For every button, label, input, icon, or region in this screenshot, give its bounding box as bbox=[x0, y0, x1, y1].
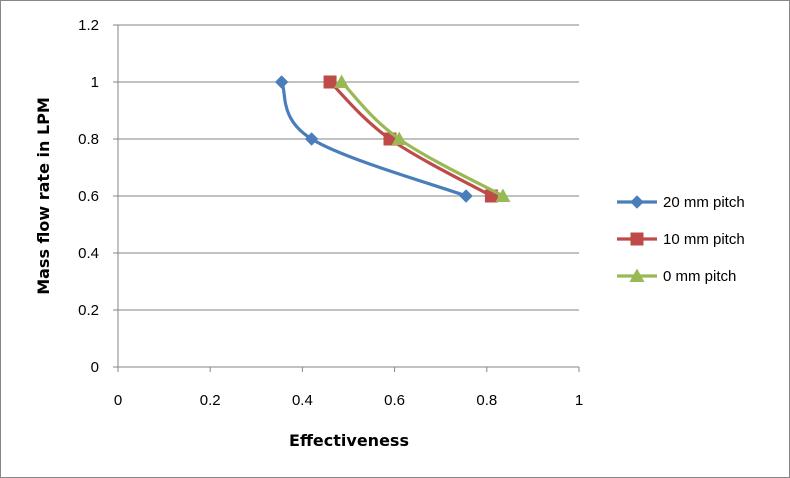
data-point-0-0 bbox=[274, 75, 289, 89]
data-point-1-0 bbox=[323, 75, 337, 89]
series-2 bbox=[334, 74, 511, 202]
y-axis-title: Mass flow rate in LPM bbox=[34, 97, 53, 295]
y-tick-label: 0.4 bbox=[78, 245, 99, 262]
legend-label: 0 mm pitch bbox=[663, 268, 736, 285]
legend-item-0: 20 mm pitch bbox=[617, 194, 745, 211]
y-tick-label: 1 bbox=[91, 74, 99, 91]
x-tick-label: 0 bbox=[114, 392, 122, 409]
x-tick-label: 1 bbox=[575, 392, 583, 409]
x-axis-title: Effectiveness bbox=[289, 431, 409, 450]
legend-item-2: 0 mm pitch bbox=[617, 268, 736, 285]
data-point-0-1 bbox=[304, 132, 319, 146]
data-point-2-0 bbox=[334, 74, 350, 88]
legend-label: 20 mm pitch bbox=[663, 194, 745, 211]
legend-marker-2 bbox=[629, 268, 645, 282]
data-point-2-1 bbox=[391, 131, 407, 145]
y-tick-label: 1.2 bbox=[78, 17, 99, 34]
y-tick-label: 0.6 bbox=[78, 188, 99, 205]
legend-item-1: 10 mm pitch bbox=[617, 231, 745, 248]
data-point-2-2 bbox=[495, 188, 511, 202]
x-tick-label: 0.8 bbox=[476, 392, 497, 409]
series-line-0 bbox=[280, 80, 468, 198]
x-tick-label: 0.2 bbox=[200, 392, 221, 409]
y-tick-label: 0.8 bbox=[78, 131, 99, 148]
series-0 bbox=[274, 75, 473, 203]
y-tick-label: 0.2 bbox=[78, 302, 99, 319]
y-tick-label: 0 bbox=[91, 359, 99, 376]
gridlines bbox=[118, 24, 579, 311]
axes: 0 0.2 0.4 0.6 0.8 1 1.2 0 0.2 0.4 0.6 0.8 1 bbox=[78, 17, 583, 409]
x-tick-label: 0.6 bbox=[384, 392, 405, 409]
legend: 20 mm pitch 10 mm pitch 0 mm pitch bbox=[617, 194, 745, 285]
legend-label: 10 mm pitch bbox=[663, 231, 745, 248]
legend-marker-1 bbox=[630, 232, 644, 246]
legend-marker-0 bbox=[630, 195, 644, 209]
series-group bbox=[274, 74, 511, 203]
x-tick-label: 0.4 bbox=[292, 392, 313, 409]
data-point-0-2 bbox=[459, 189, 473, 203]
